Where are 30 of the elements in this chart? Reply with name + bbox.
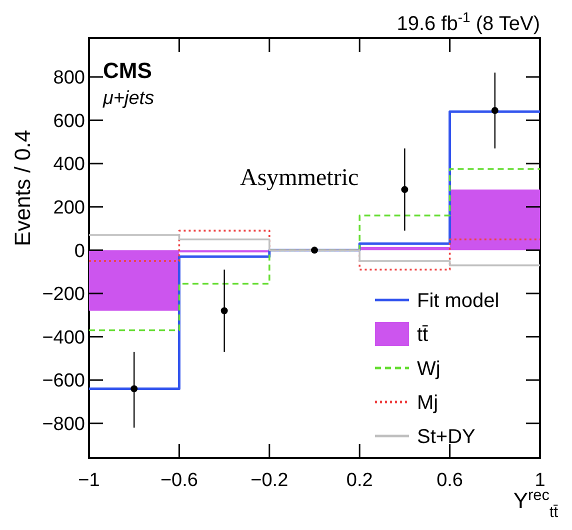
annotation: μ+jets [102,88,155,109]
y-tick-label: −800 [42,414,85,436]
y-tick-label: 800 [53,68,85,89]
y-tick-label: 0 [74,240,85,262]
x-tick-label: −0.2 [250,470,288,491]
y-tick-label: 600 [53,110,85,132]
x-tick-label: −1 [78,470,100,491]
legend-label: Fit model [417,290,500,312]
y-tick-label: 400 [53,154,85,176]
y-tick-label: 200 [53,198,85,219]
legend-label: tt̄ [417,324,429,346]
point [401,186,408,194]
point [220,307,228,314]
y-tick-label: −600 [42,370,85,392]
y-tick-label: −200 [42,284,85,306]
annotation: Asymmetric [240,165,359,191]
annotation: CMS [103,58,152,83]
point [130,385,138,392]
x-tick-label: −0.6 [160,470,198,491]
text: 19.6 fb$^{-1}$ (8 TeV) [396,9,540,35]
point [311,246,318,254]
point [491,107,498,114]
x-tick-label: 0.2 [346,470,373,491]
legend-label: St+DY [417,426,476,448]
legend-label: Mj [417,392,438,414]
y-tick-label: −400 [42,327,85,348]
y-axis-title: Events / 0.4 [10,130,35,246]
x-tick-label: 1 [534,470,546,491]
x-tick-label: 0.6 [436,470,464,491]
legend-label: Wj [417,358,440,380]
